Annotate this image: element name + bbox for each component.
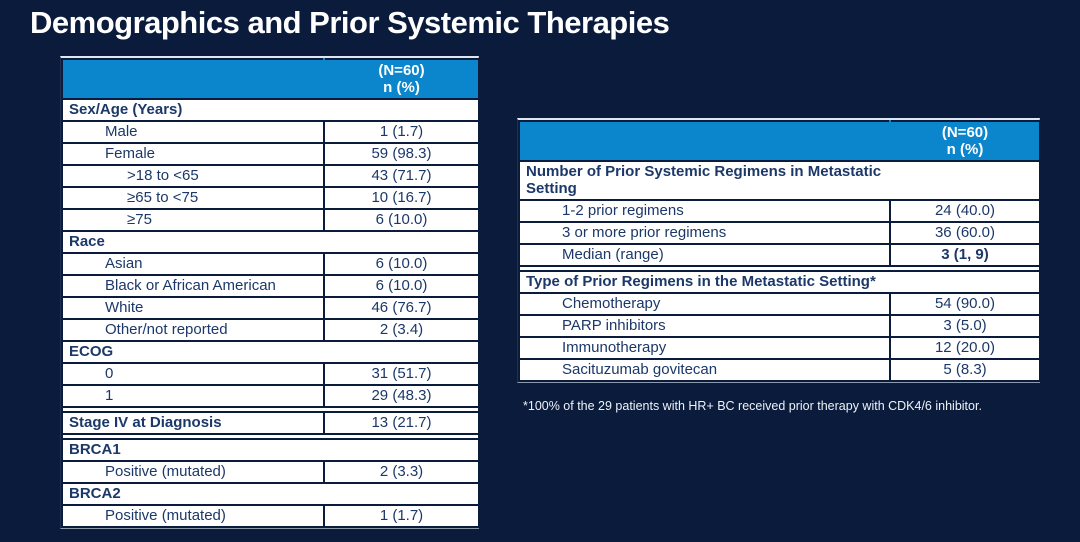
data-row: Female 59 (98.3): [61, 142, 480, 166]
section-header-row: Race: [61, 230, 480, 254]
section-label: Race: [61, 230, 480, 254]
data-row: Stage IV at Diagnosis 13 (21.7): [61, 411, 480, 435]
row-label: Positive (mutated): [61, 460, 325, 484]
row-label: Asian: [61, 252, 325, 276]
spacer-cell: [61, 433, 480, 440]
row-label: Chemotherapy: [518, 291, 891, 316]
row-value: 54 (90.0): [889, 291, 1041, 316]
row-label: 3 or more prior regimens: [518, 220, 891, 245]
spacer-row: [61, 433, 480, 440]
data-row: Sacituzumab govitecan 5 (8.3): [518, 357, 1041, 382]
data-row: Positive (mutated) 2 (3.3): [61, 460, 480, 484]
spacer-row: [518, 264, 1041, 272]
section-header-row: Type of Prior Regimens in the Metastatic…: [518, 269, 1041, 294]
section-label: BRCA2: [61, 482, 480, 506]
spacer-cell: [61, 406, 480, 413]
row-label: Sacituzumab govitecan: [518, 357, 891, 382]
row-value: 1 (1.7): [323, 504, 480, 528]
data-row: Other/not reported 2 (3.4): [61, 318, 480, 342]
section-header-row: Number of Prior Systemic Regimens in Met…: [518, 160, 1041, 201]
data-row: 3 or more prior regimens 36 (60.0): [518, 220, 1041, 245]
data-row: Black or African American 6 (10.0): [61, 274, 480, 298]
slide-title: Demographics and Prior Systemic Therapie…: [30, 5, 670, 40]
row-label: Other/not reported: [61, 318, 325, 342]
section-header-row: BRCA1: [61, 438, 480, 462]
row-value: 59 (98.3): [323, 142, 480, 166]
row-label: Female: [61, 142, 325, 166]
row-value: 43 (71.7): [323, 164, 480, 188]
section-header-row: ECOG: [61, 340, 480, 364]
row-value: 6 (10.0): [323, 274, 480, 298]
row-label: >18 to <65: [61, 164, 325, 188]
row-label: 1-2 prior regimens: [518, 198, 891, 223]
row-label: Median (range): [518, 242, 891, 267]
spacer-cell: [518, 264, 1041, 272]
row-value: 6 (10.0): [323, 252, 480, 276]
row-value: 1 (1.7): [323, 120, 480, 144]
data-row: 0 31 (51.7): [61, 362, 480, 386]
row-label: ≥65 to <75: [61, 186, 325, 210]
section-label: ECOG: [61, 340, 480, 364]
data-row: PARP inhibitors 3 (5.0): [518, 313, 1041, 338]
row-value: 5 (8.3): [889, 357, 1041, 382]
demographics-table: (N=60) n (%) Sex/Age (Years) Male 1 (1.7) Fe…: [61, 58, 480, 528]
footnote: *100% of the 29 patients with HR+ BC rec…: [523, 399, 982, 413]
table-header-empty-cell: [61, 58, 325, 100]
row-label: Positive (mutated): [61, 504, 325, 528]
data-row: Positive (mutated) 1 (1.7): [61, 504, 480, 528]
data-row: ≥75 6 (10.0): [61, 208, 480, 232]
row-label: 0: [61, 362, 325, 386]
row-label: White: [61, 296, 325, 320]
section-label: Sex/Age (Years): [61, 98, 480, 122]
data-row: Median (range) 3 (1, 9): [518, 242, 1041, 267]
row-label: Stage IV at Diagnosis: [61, 411, 325, 435]
data-row: >18 to <65 43 (71.7): [61, 164, 480, 188]
demographics-table-container: (N=60) n (%) Sex/Age (Years) Male 1 (1.7) Fe…: [60, 56, 480, 529]
row-value: 31 (51.7): [323, 362, 480, 386]
row-value: 10 (16.7): [323, 186, 480, 210]
prior-therapies-table: (N=60) n (%) Number of Prior Systemic Reg…: [518, 120, 1041, 382]
row-value: 3 (1, 9): [889, 242, 1041, 267]
section-label: BRCA1: [61, 438, 480, 462]
data-row: Asian 6 (10.0): [61, 252, 480, 276]
data-row: White 46 (76.7): [61, 296, 480, 320]
section-label: Type of Prior Regimens in the Metastatic…: [518, 269, 1041, 294]
row-label: Black or African American: [61, 274, 325, 298]
row-value: 3 (5.0): [889, 313, 1041, 338]
row-value: 2 (3.3): [323, 460, 480, 484]
prior-therapies-table-container: (N=60) n (%) Number of Prior Systemic Reg…: [517, 118, 1041, 383]
section-label: Number of Prior Systemic Regimens in Met…: [518, 160, 1041, 201]
table-header-n-cell: (N=60) n (%): [323, 58, 480, 100]
row-label: 1: [61, 384, 325, 408]
row-value: 13 (21.7): [323, 411, 480, 435]
spacer-row: [61, 406, 480, 413]
table-header-empty-cell: [518, 120, 891, 162]
table-header-row: (N=60) n (%): [518, 120, 1041, 162]
section-header-row: BRCA2: [61, 482, 480, 506]
row-label: ≥75: [61, 208, 325, 232]
data-row: 1 29 (48.3): [61, 384, 480, 408]
table-header-n-cell: (N=60) n (%): [889, 120, 1041, 162]
row-value: 12 (20.0): [889, 335, 1041, 360]
row-value: 29 (48.3): [323, 384, 480, 408]
row-value: 2 (3.4): [323, 318, 480, 342]
section-header-row: Sex/Age (Years): [61, 98, 480, 122]
data-row: ≥65 to <75 10 (16.7): [61, 186, 480, 210]
row-value: 46 (76.7): [323, 296, 480, 320]
row-value: 24 (40.0): [889, 198, 1041, 223]
data-row: Chemotherapy 54 (90.0): [518, 291, 1041, 316]
data-row: 1-2 prior regimens 24 (40.0): [518, 198, 1041, 223]
data-row: Immunotherapy 12 (20.0): [518, 335, 1041, 360]
table-header-row: (N=60) n (%): [61, 58, 480, 100]
data-row: Male 1 (1.7): [61, 120, 480, 144]
row-value: 6 (10.0): [323, 208, 480, 232]
row-label: Immunotherapy: [518, 335, 891, 360]
row-value: 36 (60.0): [889, 220, 1041, 245]
row-label: Male: [61, 120, 325, 144]
row-label: PARP inhibitors: [518, 313, 891, 338]
